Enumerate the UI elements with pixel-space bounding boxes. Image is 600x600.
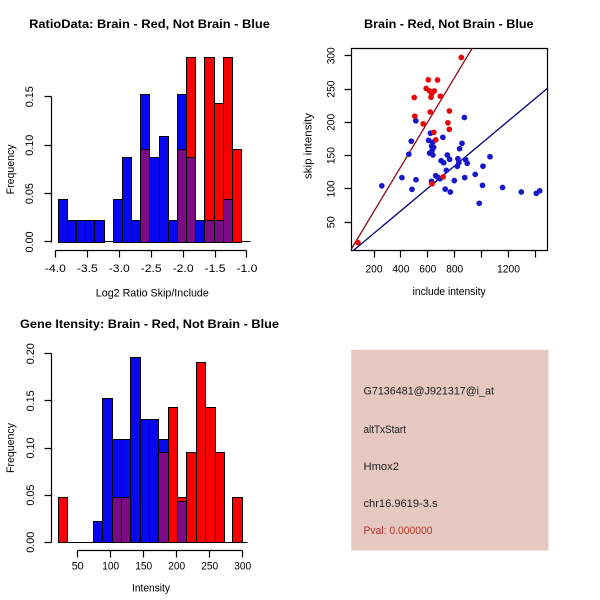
svg-text:0.15: 0.15 [25, 390, 37, 411]
svg-text:300: 300 [234, 560, 251, 572]
svg-text:0.15: 0.15 [24, 86, 36, 107]
svg-text:200: 200 [168, 560, 185, 572]
svg-text:0.10: 0.10 [25, 438, 37, 459]
svg-text:50: 50 [326, 216, 338, 228]
svg-text:1200: 1200 [497, 263, 520, 275]
svg-text:Hmox2: Hmox2 [364, 461, 400, 473]
svg-text:-1.5: -1.5 [205, 263, 226, 275]
svg-text:200: 200 [326, 114, 338, 131]
svg-text:800: 800 [446, 263, 463, 275]
svg-text:chr16.9619-3.s: chr16.9619-3.s [364, 498, 438, 510]
svg-text:600: 600 [419, 263, 436, 275]
svg-text:-4.0: -4.0 [45, 263, 66, 275]
svg-text:0.05: 0.05 [24, 183, 36, 204]
svg-text:50: 50 [72, 560, 84, 572]
svg-text:0.20: 0.20 [25, 343, 37, 364]
svg-text:-2.0: -2.0 [173, 263, 194, 275]
svg-text:-3.5: -3.5 [77, 263, 98, 275]
svg-text:0.00: 0.00 [25, 532, 37, 553]
svg-text:150: 150 [326, 147, 338, 164]
svg-text:Brain - Red, Not Brain - Blue: Brain - Red, Not Brain - Blue [364, 17, 534, 31]
svg-text:RatioData: Brain - Red, Not Br: RatioData: Brain - Red, Not Brain - Blue [29, 17, 270, 31]
svg-text:Intensity: Intensity [132, 583, 170, 595]
svg-text:150: 150 [135, 560, 152, 572]
svg-text:Frequency: Frequency [5, 423, 17, 473]
svg-text:100: 100 [326, 180, 338, 197]
svg-text:altTxStart: altTxStart [364, 424, 407, 436]
svg-text:Log2 Ratio Skip/Include: Log2 Ratio Skip/Include [96, 288, 209, 300]
svg-text:G7136481@J921317@i_at: G7136481@J921317@i_at [364, 385, 495, 397]
svg-text:Gene Itensity: Brain - Red, No: Gene Itensity: Brain - Red, Not Brain - … [20, 317, 279, 331]
svg-text:-1.0: -1.0 [236, 263, 257, 275]
svg-text:-3.0: -3.0 [109, 263, 130, 275]
svg-text:0.00: 0.00 [24, 232, 36, 253]
svg-text:400: 400 [392, 263, 409, 275]
svg-text:0.05: 0.05 [25, 485, 37, 506]
svg-text:200: 200 [366, 263, 383, 275]
svg-text:Frequency: Frequency [5, 144, 17, 194]
svg-text:Pval: 0.000000: Pval: 0.000000 [364, 525, 433, 537]
svg-text:300: 300 [326, 47, 338, 64]
svg-text:-2.5: -2.5 [141, 263, 162, 275]
svg-text:250: 250 [326, 81, 338, 98]
svg-text:include intensity: include intensity [413, 286, 486, 298]
svg-text:skip intensity: skip intensity [303, 112, 315, 179]
svg-text:250: 250 [201, 560, 218, 572]
svg-text:0.10: 0.10 [24, 135, 36, 156]
svg-text:100: 100 [102, 560, 119, 572]
